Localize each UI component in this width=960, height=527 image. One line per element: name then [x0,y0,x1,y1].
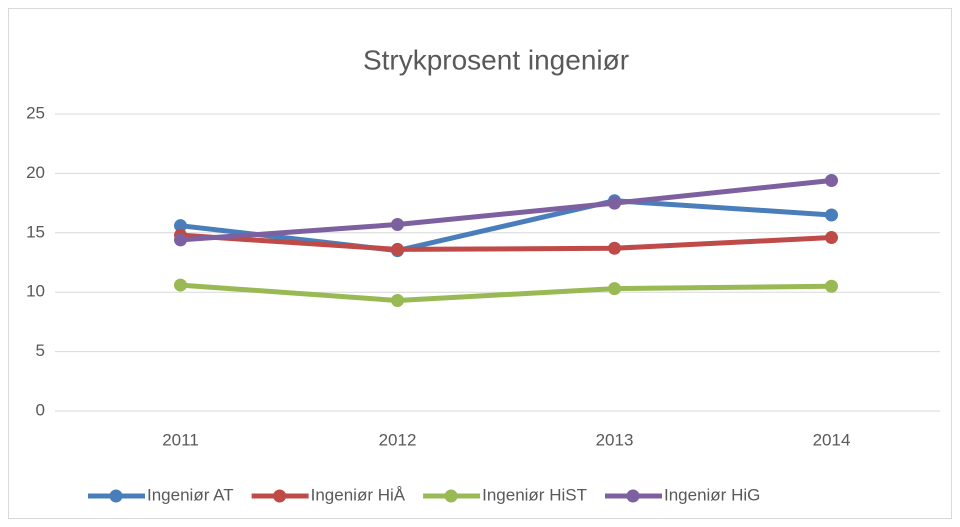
x-tick-label: 2013 [596,430,634,449]
y-tick-label: 10 [26,282,45,301]
legend-label: Ingeniør AT [147,485,234,504]
data-point [608,241,621,255]
data-point [174,219,187,233]
x-tick-label: 2012 [379,430,417,449]
data-point [608,282,621,296]
x-tick-label: 2014 [813,430,851,449]
legend-marker [273,489,287,503]
legend-marker [109,489,123,503]
data-point [825,208,838,222]
y-tick-label: 0 [36,400,45,419]
legend-marker [626,489,640,503]
legend-label: Ingeniør HiST [482,485,587,504]
data-point [391,294,404,308]
data-point [825,231,838,245]
data-point [174,278,187,292]
legend-label: Ingeniør HiÅ [311,485,406,504]
series-line [178,198,834,254]
data-point [608,196,621,210]
legend-marker [444,489,458,503]
y-tick-label: 20 [26,163,45,182]
chart-border [8,8,952,519]
data-point [391,242,404,256]
x-tick-label: 2011 [162,430,199,449]
data-point [391,217,404,231]
y-tick-label: 15 [26,222,45,241]
series-line [178,232,834,252]
data-point [174,233,187,247]
series-line [178,282,834,304]
legend-label: Ingeniør HiG [664,485,760,504]
data-point [825,174,838,188]
series-line [178,178,834,243]
y-tick-label: 5 [36,341,45,360]
y-tick-label: 25 [26,103,45,122]
chart-title: Strykprosent ingeniør [363,44,629,75]
data-point [825,279,838,293]
